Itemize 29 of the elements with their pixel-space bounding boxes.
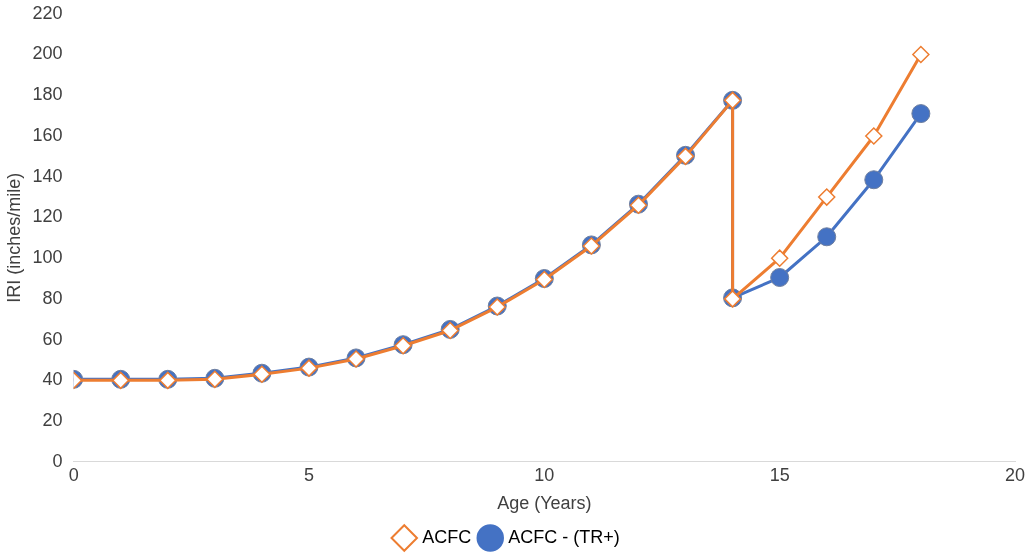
y-tick-label: 20 [42,410,63,431]
point [770,249,789,267]
y-tick-label: 220 [32,2,63,23]
y-tick-label: 40 [42,369,63,390]
y-tick-label: 180 [32,84,63,105]
point [911,104,931,124]
x-tick-label: 20 [1004,464,1026,485]
point [865,127,883,145]
x-tick-label: 0 [68,464,79,485]
y-tick-label: 140 [32,165,63,186]
legend-label: ACFC - (TR+) [508,526,620,547]
y-tick-label: 60 [42,328,63,349]
y-tick-label: 160 [32,124,63,145]
point [864,170,884,190]
x-tick-label: 5 [303,464,314,485]
point [817,227,837,247]
x-tick-label: 15 [769,464,790,485]
y-tick-label: 100 [32,247,63,268]
y-tick-label: 80 [42,287,63,308]
x-tick-label: 10 [534,464,555,485]
y-tick-label: 120 [32,206,63,227]
point [770,268,790,288]
point [912,45,930,64]
legend-label: ACFC [422,526,472,547]
point [817,188,836,206]
y-tick-label: 200 [32,43,63,64]
y-axis-title: IRI (inches/mile) [3,172,24,303]
x-axis-title: Age (Years) [497,493,592,514]
y-tick-label: 0 [52,450,63,471]
